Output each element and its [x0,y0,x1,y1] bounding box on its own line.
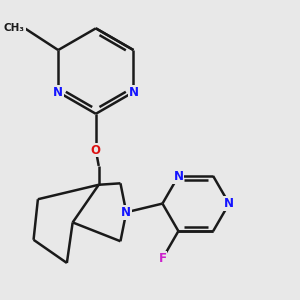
Text: N: N [128,85,139,99]
Text: F: F [158,252,166,265]
Text: N: N [224,197,234,210]
Text: N: N [173,169,183,183]
Text: N: N [121,206,131,219]
Text: N: N [53,85,63,99]
Text: CH₃: CH₃ [4,23,25,33]
Text: O: O [91,143,101,157]
